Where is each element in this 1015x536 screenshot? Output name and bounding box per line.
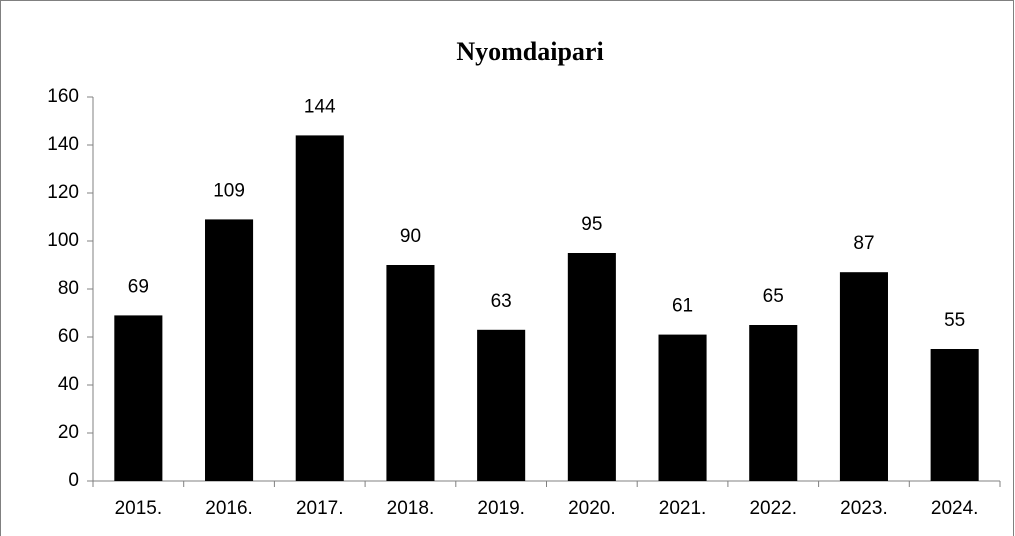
x-tick-label: 2016.: [205, 498, 253, 519]
x-tick-label: 2024.: [931, 498, 979, 519]
x-tick-label: 2019.: [477, 498, 525, 519]
bar: [386, 265, 435, 481]
x-tick-label: 2018.: [387, 498, 435, 519]
data-label: 87: [853, 233, 874, 254]
bar: [749, 325, 798, 481]
data-label: 109: [213, 180, 245, 201]
data-label: 55: [944, 310, 965, 331]
y-tick-label: 60: [58, 326, 79, 347]
y-tick-label: 40: [58, 374, 79, 395]
x-tick-label: 2017.: [296, 498, 344, 519]
y-tick-label: 20: [58, 422, 79, 443]
data-label: 144: [304, 96, 336, 117]
x-tick-label: 2020.: [568, 498, 616, 519]
y-tick-label: 100: [47, 230, 79, 251]
y-tick-label: 140: [47, 134, 79, 155]
chart-title: Nyomdaipari: [456, 37, 603, 66]
data-label: 63: [491, 291, 512, 312]
x-tick-label: 2023.: [840, 498, 888, 519]
bar: [114, 315, 163, 481]
x-tick-label: 2021.: [659, 498, 707, 519]
bar: [477, 329, 526, 481]
data-label: 90: [400, 226, 421, 247]
data-label: 65: [763, 286, 784, 307]
bar: [839, 272, 888, 481]
bar: [295, 135, 344, 481]
bar: [567, 253, 616, 481]
data-label: 61: [672, 296, 693, 317]
data-label: 69: [128, 276, 149, 297]
bar: [658, 334, 707, 481]
y-tick-label: 0: [68, 470, 79, 491]
y-tick-label: 160: [47, 86, 79, 107]
bar: [205, 219, 254, 481]
y-tick-label: 120: [47, 182, 79, 203]
y-tick-label: 80: [58, 278, 79, 299]
bar: [930, 349, 979, 481]
x-tick-label: 2022.: [749, 498, 797, 519]
x-tick-label: 2015.: [115, 498, 163, 519]
data-label: 95: [581, 214, 602, 235]
